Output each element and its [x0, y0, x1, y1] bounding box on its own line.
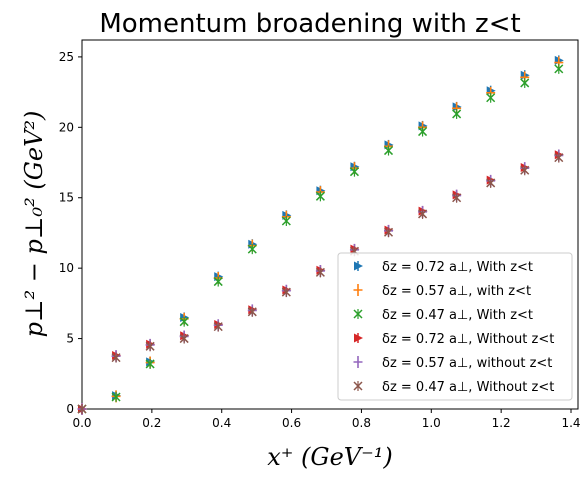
plot-frame — [81, 39, 579, 410]
x-tick-label: 0.0 — [72, 416, 91, 430]
x-axis-label-text: x⁺ (GeV⁻¹) — [267, 443, 393, 471]
data-point — [315, 267, 325, 277]
legend-entry: δz = 0.47 a⊥, With z<t — [382, 308, 533, 323]
data-point — [145, 341, 155, 351]
x-tick-label: 1.2 — [492, 416, 511, 430]
y-tick-label: 5 — [66, 332, 74, 346]
data-point — [418, 209, 428, 219]
series-5 — [77, 152, 564, 414]
x-tick-label: 0.8 — [352, 416, 371, 430]
data-point — [554, 64, 564, 74]
legend-marker — [354, 261, 363, 271]
data-point — [179, 334, 189, 344]
series-2 — [77, 63, 564, 414]
data-point — [486, 178, 496, 188]
data-point — [418, 127, 428, 137]
plot-area: 0.0 0.2 0.4 0.6 0.8 1.0 1.2 1.4 0 5 10 15 20 25 — [59, 39, 581, 430]
data-point — [179, 317, 189, 327]
legend-entry: δz = 0.72 a⊥, With z<t — [382, 260, 533, 275]
legend-entry: δz = 0.47 a⊥, Without z<t — [382, 380, 554, 395]
y-tick-label: 25 — [59, 50, 74, 64]
data-point — [281, 287, 291, 297]
y-tick-label: 15 — [59, 191, 74, 205]
y-tick-label: 0 — [66, 402, 74, 416]
legend-marker — [353, 284, 363, 296]
data-point — [247, 244, 257, 254]
y-axis-label: p⊥² − p⊥₀² (GeV²) — [20, 111, 48, 338]
data-point — [315, 191, 325, 201]
data-point — [486, 93, 496, 103]
data-point — [247, 307, 257, 317]
data-point — [145, 359, 155, 369]
data-point — [111, 392, 121, 402]
x-tick-label: 0.4 — [212, 416, 231, 430]
data-point — [554, 153, 564, 163]
legend-marker — [354, 333, 363, 343]
y-axis-label-text: p⊥² − p⊥₀² (GeV²) — [20, 111, 48, 338]
data-point — [281, 216, 291, 226]
data-point — [452, 193, 462, 203]
data-point — [520, 78, 530, 88]
data-point — [452, 109, 462, 119]
legend-entry: δz = 0.57 a⊥, without z<t — [382, 356, 552, 371]
legend: δz = 0.72 a⊥, With z<t δz = 0.57 a⊥, with… — [337, 252, 573, 401]
x-tick-label: 0.6 — [282, 416, 301, 430]
legend-entry: δz = 0.57 a⊥, with z<t — [382, 284, 531, 299]
data-point — [77, 404, 87, 414]
chart-title: Momentum broadening with z<t — [99, 9, 520, 39]
data-point — [520, 165, 530, 175]
x-tick-label: 1.4 — [561, 416, 580, 430]
data-point — [383, 146, 394, 156]
y-tick-label: 20 — [59, 120, 74, 134]
data-point — [111, 353, 121, 363]
data-point — [213, 322, 223, 332]
legend-marker — [353, 381, 363, 391]
data-point — [213, 277, 223, 287]
x-axis-label: x⁺ (GeV⁻¹) — [267, 443, 393, 471]
y-tick-label: 10 — [59, 261, 74, 275]
legend-entry: δz = 0.72 a⊥, Without z<t — [382, 332, 554, 347]
legend-marker — [353, 309, 363, 319]
data-point — [349, 167, 359, 177]
legend-frame — [337, 252, 573, 401]
legend-marker — [353, 356, 363, 368]
x-tick-label: 0.2 — [142, 416, 161, 430]
x-tick-label: 1.0 — [422, 416, 441, 430]
data-point — [383, 227, 394, 237]
